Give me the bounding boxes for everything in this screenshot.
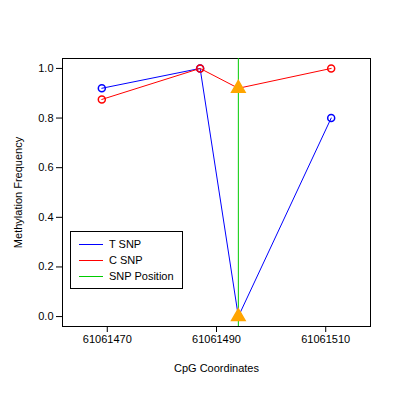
- svg-text:0.8: 0.8: [38, 112, 53, 124]
- html-text:T SNP: T SNP: [109, 238, 142, 250]
- svg-text:61061490: 61061490: [192, 333, 241, 345]
- svg-text:0.6: 0.6: [38, 161, 53, 173]
- svg-text:CpG Coordinates: CpG Coordinates: [174, 362, 259, 374]
- svg-text:0.2: 0.2: [38, 260, 53, 272]
- svg-text:1.0: 1.0: [38, 62, 53, 74]
- svg-text:0.0: 0.0: [38, 310, 53, 322]
- svg-text:0.4: 0.4: [38, 211, 53, 223]
- html-text:SNP Position: SNP Position: [109, 270, 174, 282]
- svg-text:61061470: 61061470: [83, 333, 132, 345]
- svg-text:61061510: 61061510: [301, 333, 350, 345]
- html-text:C SNP: C SNP: [109, 254, 143, 266]
- svg-text:Methylation Frequency: Methylation Frequency: [12, 136, 24, 248]
